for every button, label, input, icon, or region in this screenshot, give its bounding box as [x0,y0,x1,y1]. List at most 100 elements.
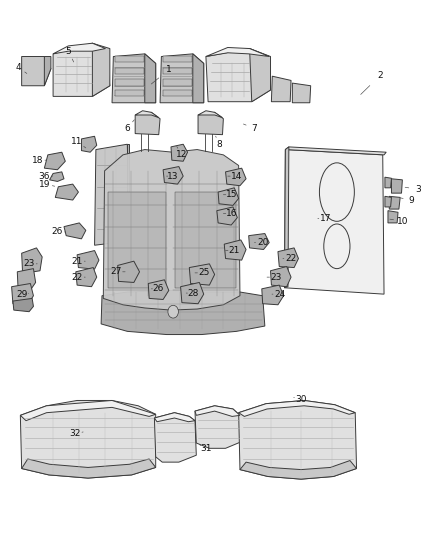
Polygon shape [53,43,110,96]
Text: 26: 26 [152,284,163,293]
Polygon shape [12,284,33,305]
Polygon shape [193,54,204,103]
Polygon shape [115,79,144,86]
Polygon shape [95,144,130,245]
Polygon shape [13,298,33,312]
Polygon shape [286,147,386,155]
Polygon shape [217,207,237,225]
Text: 19: 19 [39,180,50,189]
Polygon shape [103,150,240,310]
Polygon shape [64,223,86,239]
Polygon shape [115,90,144,96]
Polygon shape [285,150,384,294]
Text: 36: 36 [39,172,50,181]
Text: 29: 29 [16,289,27,298]
Polygon shape [21,248,42,273]
Polygon shape [175,192,236,288]
Text: 9: 9 [408,196,414,205]
Polygon shape [154,413,195,422]
Text: 23: 23 [23,260,35,268]
Polygon shape [392,179,403,193]
Polygon shape [20,400,155,478]
Polygon shape [271,266,291,287]
Polygon shape [20,400,155,421]
Text: 21: 21 [71,257,83,265]
Text: 22: 22 [71,273,83,281]
Polygon shape [239,400,355,416]
Polygon shape [388,211,398,223]
Polygon shape [154,413,196,462]
Polygon shape [385,177,392,188]
Polygon shape [239,400,357,479]
Text: 12: 12 [176,150,187,159]
Polygon shape [285,147,289,288]
Text: 31: 31 [200,444,212,453]
Polygon shape [163,166,183,184]
Polygon shape [53,43,106,54]
Polygon shape [250,49,271,102]
Polygon shape [224,240,246,260]
Text: 17: 17 [320,214,332,223]
Polygon shape [262,285,284,305]
Text: 27: 27 [111,268,122,276]
Polygon shape [195,406,241,448]
Polygon shape [385,196,392,207]
Polygon shape [163,90,192,96]
Polygon shape [135,111,159,118]
Polygon shape [44,152,65,169]
Text: 28: 28 [187,288,198,297]
Polygon shape [21,459,155,478]
Text: 20: 20 [257,238,268,247]
Text: 30: 30 [295,395,307,404]
Polygon shape [127,144,130,241]
Text: 23: 23 [270,273,282,281]
Text: 25: 25 [198,269,209,277]
Polygon shape [115,68,144,74]
Polygon shape [81,136,97,152]
Polygon shape [163,79,192,86]
Polygon shape [272,76,291,102]
Polygon shape [17,269,35,292]
Text: 24: 24 [275,289,286,298]
Text: 7: 7 [251,124,257,133]
Text: 13: 13 [167,172,179,181]
Text: 11: 11 [71,137,83,146]
Text: 2: 2 [378,70,383,79]
Polygon shape [160,54,204,103]
Text: 22: 22 [286,254,297,263]
Polygon shape [198,112,223,135]
Text: 18: 18 [32,156,43,165]
Polygon shape [206,47,269,56]
Polygon shape [389,196,400,209]
Polygon shape [249,233,269,249]
Text: 26: 26 [52,228,63,237]
Polygon shape [76,268,97,287]
Text: 16: 16 [226,209,238,218]
Polygon shape [226,168,246,185]
Polygon shape [163,68,192,74]
Text: 14: 14 [231,172,242,181]
Polygon shape [145,54,155,103]
Text: 6: 6 [124,124,130,133]
Polygon shape [92,43,110,96]
Text: 5: 5 [66,47,71,55]
Polygon shape [115,56,144,62]
Polygon shape [101,290,265,335]
Polygon shape [240,461,357,479]
Polygon shape [44,56,51,86]
Text: 1: 1 [166,66,172,74]
Text: 32: 32 [69,430,81,439]
Polygon shape [195,406,240,416]
Polygon shape [292,83,311,103]
Polygon shape [77,251,99,269]
Polygon shape [21,56,51,86]
Polygon shape [118,261,140,282]
Ellipse shape [168,305,178,318]
Polygon shape [55,184,78,200]
Text: 10: 10 [397,217,408,226]
Polygon shape [148,280,169,300]
Polygon shape [135,112,160,135]
Polygon shape [218,188,239,205]
Text: 8: 8 [216,140,222,149]
Text: 3: 3 [415,185,420,194]
